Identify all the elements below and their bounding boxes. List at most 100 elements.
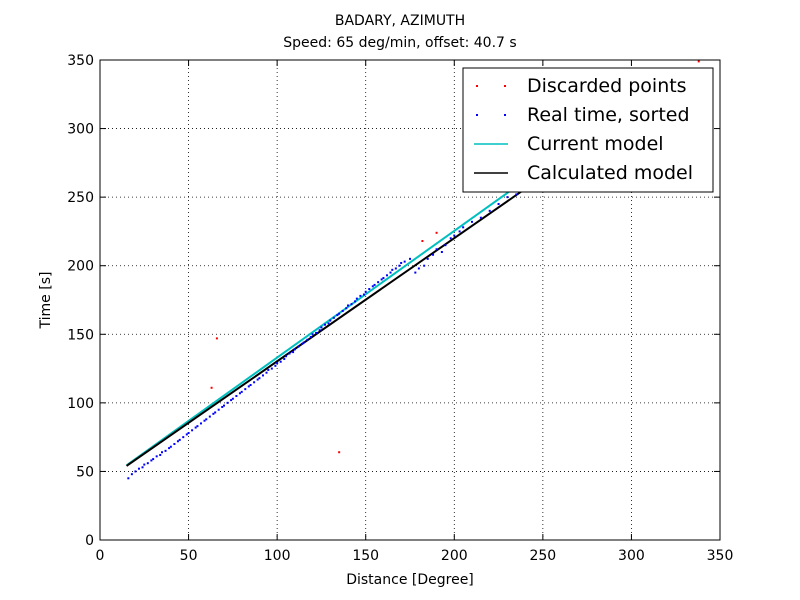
real-time-point (432, 253, 435, 256)
real-time-point (194, 426, 197, 429)
y-tick-label: 150 (67, 327, 94, 343)
discarded-point (435, 231, 438, 234)
real-time-point (414, 271, 417, 274)
real-time-point (173, 443, 176, 445)
real-time-point (226, 401, 229, 404)
real-time-point (285, 355, 287, 358)
real-time-point (169, 445, 172, 448)
real-time-point (506, 196, 509, 199)
real-time-point (332, 316, 335, 319)
real-time-point (244, 388, 247, 391)
x-tick-label: 350 (707, 548, 734, 564)
real-time-point (127, 477, 130, 480)
real-time-point (288, 352, 291, 355)
real-time-point (389, 271, 392, 274)
real-time-point (479, 216, 482, 219)
real-time-point (364, 290, 367, 293)
real-time-point (176, 440, 179, 443)
real-time-point (279, 360, 282, 363)
real-time-point (391, 268, 394, 271)
real-time-point (212, 412, 215, 415)
y-tick-label: 250 (67, 190, 94, 206)
legend-box (462, 67, 714, 193)
real-time-point (440, 251, 443, 253)
real-time-point (155, 455, 158, 458)
real-time-point (161, 451, 163, 454)
real-time-point (315, 331, 318, 334)
real-time-point (292, 351, 295, 354)
discarded-point (215, 337, 218, 340)
real-time-point (327, 322, 330, 325)
real-time-point (283, 357, 286, 360)
real-time-point (235, 395, 238, 397)
chart-title: BADARY, AZIMUTH (335, 13, 465, 29)
real-time-point (497, 203, 500, 205)
real-time-point (191, 429, 194, 432)
discarded-point (338, 451, 341, 454)
current-model-line (125, 173, 535, 467)
real-time-point (350, 303, 353, 306)
real-time-point (394, 267, 397, 270)
real-time-point (336, 314, 339, 317)
real-time-point (458, 230, 461, 233)
real-time-point (323, 323, 326, 326)
real-time-point (382, 277, 385, 280)
real-time-point (253, 381, 256, 384)
x-axis-label: Distance [Degree] (346, 572, 474, 588)
real-time-point (231, 397, 234, 400)
real-time-point (238, 392, 241, 395)
real-time-point (377, 281, 380, 284)
real-time-point (203, 419, 206, 422)
real-time-point (403, 260, 406, 263)
legend-label-calculated-model: Calculated model (527, 162, 693, 184)
real-time-point (359, 294, 362, 297)
model-lines (125, 173, 544, 467)
real-time-point (426, 257, 429, 260)
y-tick-label: 100 (67, 396, 94, 412)
real-time-point (380, 278, 383, 281)
real-time-point (355, 297, 358, 300)
real-time-point (164, 449, 167, 452)
real-time-point (347, 304, 349, 307)
legend: Discarded points Real time, sorted Curre… (462, 67, 714, 193)
real-time-point (329, 319, 332, 322)
real-time-point (217, 408, 220, 411)
real-time-point (143, 463, 146, 466)
legend-marker-real-time (476, 114, 478, 116)
real-time-point (230, 399, 233, 402)
real-time-point (134, 470, 137, 473)
real-time-point (400, 261, 403, 264)
real-time-point (221, 405, 224, 408)
real-time-point (182, 436, 185, 439)
axis-ticks: 0 50 100 150 200 250 300 350 0 50 100 150 200 250 300 3… (67, 53, 733, 564)
real-time-point (137, 467, 140, 470)
real-time-point (373, 283, 376, 286)
real-time-point (270, 367, 273, 370)
x-tick-label: 300 (618, 548, 645, 564)
real-time-point (293, 348, 296, 351)
discarded-point (421, 240, 424, 243)
x-tick-label: 250 (529, 548, 556, 564)
real-time-point (309, 336, 312, 339)
discarded-point (697, 60, 700, 63)
real-time-point (265, 371, 268, 374)
real-time-point (141, 466, 144, 469)
real-time-point (256, 378, 259, 381)
x-tick-label: 200 (441, 548, 468, 564)
real-time-point (488, 209, 491, 212)
real-time-point (187, 432, 190, 435)
real-time-point (444, 244, 447, 247)
real-time-point (146, 462, 149, 465)
plot-frame (99, 59, 721, 541)
real-time-point (341, 309, 344, 312)
real-time-point (276, 362, 279, 365)
real-time-point (168, 447, 171, 450)
real-time-point (449, 237, 452, 240)
real-time-point (159, 453, 162, 456)
real-time-point (345, 307, 348, 310)
y-tick-label: 50 (76, 464, 94, 480)
real-time-point (318, 329, 321, 332)
legend-label-discarded: Discarded points (527, 75, 687, 97)
legend-marker-real-time (504, 114, 506, 116)
